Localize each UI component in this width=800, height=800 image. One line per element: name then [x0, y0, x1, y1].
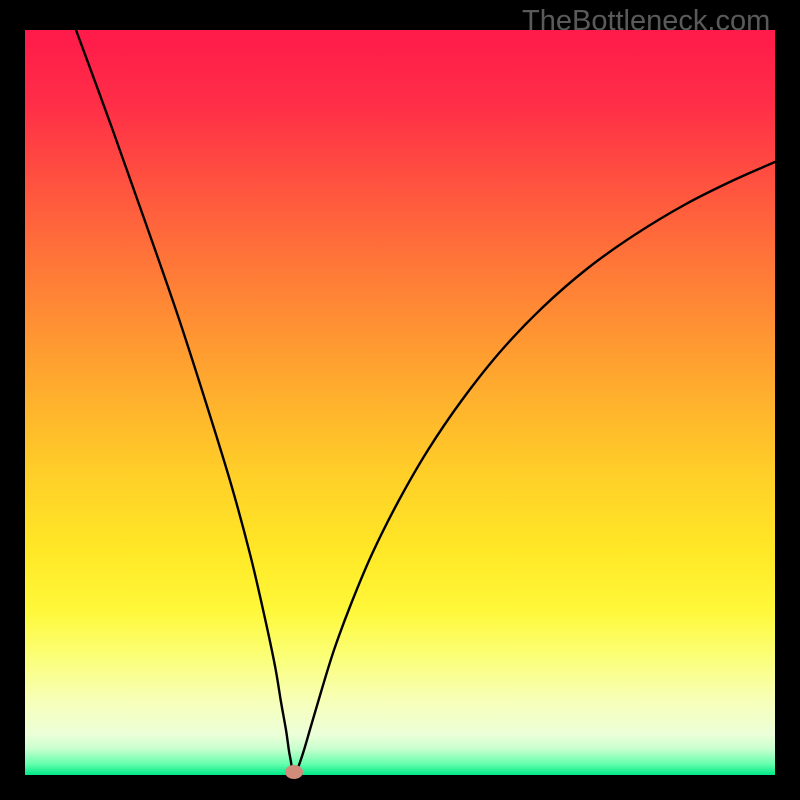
plot-background — [25, 30, 775, 775]
bottleneck-chart — [0, 0, 800, 800]
optimal-point-marker — [285, 765, 303, 779]
watermark-text: TheBottleneck.com — [522, 5, 770, 38]
